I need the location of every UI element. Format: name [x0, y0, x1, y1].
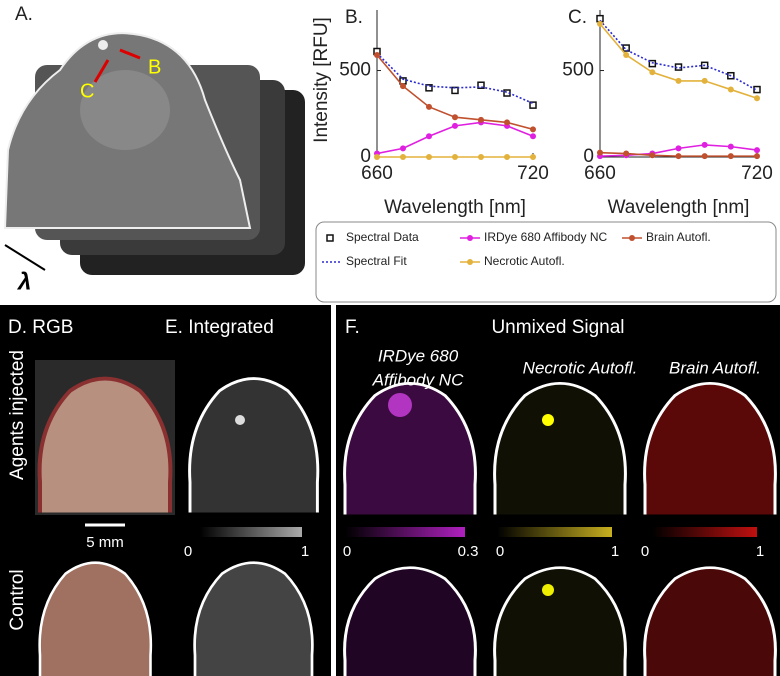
data-point [477, 81, 485, 89]
data-point [478, 116, 484, 123]
data-point [597, 149, 603, 156]
column-label: Brain Autofl. [669, 358, 761, 377]
colorbar-tick: 1 [756, 543, 764, 560]
y-axis-label: Intensity [RFU] [311, 17, 332, 143]
x-tick-label: 720 [517, 163, 549, 184]
data-point [530, 154, 536, 160]
scale-bar-label: 5 mm [86, 534, 124, 551]
row-label: Control [7, 569, 28, 630]
row-label: Agents injected [7, 350, 28, 480]
data-point [400, 145, 406, 152]
legend-label: Spectral Fit [346, 254, 407, 268]
column-label: Affibody NC [372, 370, 464, 389]
colorbar-tick: 0.3 [458, 543, 479, 560]
data-point [701, 141, 708, 148]
series-line [376, 52, 534, 105]
chart-title: C. [568, 7, 587, 28]
data-point [426, 103, 432, 110]
data-point [727, 86, 734, 93]
data-point [452, 154, 458, 160]
x-tick-label: 660 [584, 163, 616, 184]
legend-marker [629, 235, 635, 241]
data-point [452, 114, 458, 121]
series-line [599, 19, 758, 92]
legend-marker [467, 259, 473, 265]
data-point [504, 154, 510, 160]
y-tick-label: 0 [583, 146, 594, 167]
y-tick-label: 500 [339, 60, 371, 81]
data-point [530, 126, 536, 133]
panel-label: A. [15, 4, 33, 25]
data-point [675, 153, 682, 160]
data-point [649, 69, 656, 76]
data-point [478, 154, 484, 160]
x-axis-label: Wavelength [nm] [384, 197, 526, 218]
panel-label: E. Integrated [165, 317, 274, 338]
images [35, 360, 777, 676]
x-tick-label: 660 [361, 163, 393, 184]
y-tick-label: 500 [562, 60, 594, 81]
legend-label: IRDye 680 Affibody NC [484, 230, 608, 244]
data-point [727, 153, 734, 160]
legend-marker [467, 235, 473, 241]
data-point [374, 51, 380, 58]
data-point [675, 145, 682, 152]
series-line [599, 23, 758, 99]
data-point [452, 122, 458, 129]
panel-title: Unmixed Signal [491, 317, 624, 338]
arrow-label: C [80, 80, 94, 102]
colorbar-tick: 0 [496, 543, 504, 560]
data-point [701, 153, 708, 160]
chart-title: B. [345, 7, 363, 28]
data-point [426, 133, 432, 140]
axis-symbol: λ [16, 268, 31, 295]
data-point [754, 153, 760, 160]
data-point [400, 83, 406, 90]
slice-stack [3, 32, 305, 275]
y-tick-label: 0 [360, 146, 371, 167]
legend [315, 221, 777, 303]
data-point [727, 143, 734, 150]
colorbar-tick: 1 [611, 543, 619, 560]
data-point [622, 44, 630, 52]
data-point [623, 51, 630, 58]
legend-label: Brain Autofl. [646, 230, 711, 244]
colorbar-tick: 1 [301, 543, 309, 560]
data-point [597, 20, 603, 27]
colorbar-tick: 0 [184, 543, 192, 560]
data-point [425, 84, 433, 92]
x-tick-label: 720 [741, 163, 773, 184]
data-point [529, 101, 537, 109]
data-point [623, 150, 630, 157]
x-axis-label: Wavelength [nm] [608, 197, 750, 218]
data-point [675, 77, 682, 84]
data-point [400, 154, 406, 160]
data-point [530, 133, 536, 140]
data-point [701, 77, 708, 84]
data-point [648, 59, 657, 68]
data-point [426, 154, 432, 160]
data-point [374, 154, 380, 160]
panel-label: D. RGB [8, 317, 73, 338]
data-point [754, 95, 760, 102]
legend-marker [326, 234, 334, 242]
data-point [754, 147, 760, 154]
panel-label: F. [345, 317, 360, 338]
legend-label: Spectral Data [346, 230, 419, 244]
arrow-label: B [148, 56, 161, 78]
data-point [649, 152, 656, 159]
data-point [504, 119, 510, 126]
colorbar-tick: 0 [641, 543, 649, 560]
colorbar-tick: 0 [343, 543, 351, 560]
column-label: Necrotic Autofl. [523, 358, 638, 377]
legend-label: Necrotic Autofl. [484, 254, 565, 268]
column-label: IRDye 680 [378, 346, 459, 365]
